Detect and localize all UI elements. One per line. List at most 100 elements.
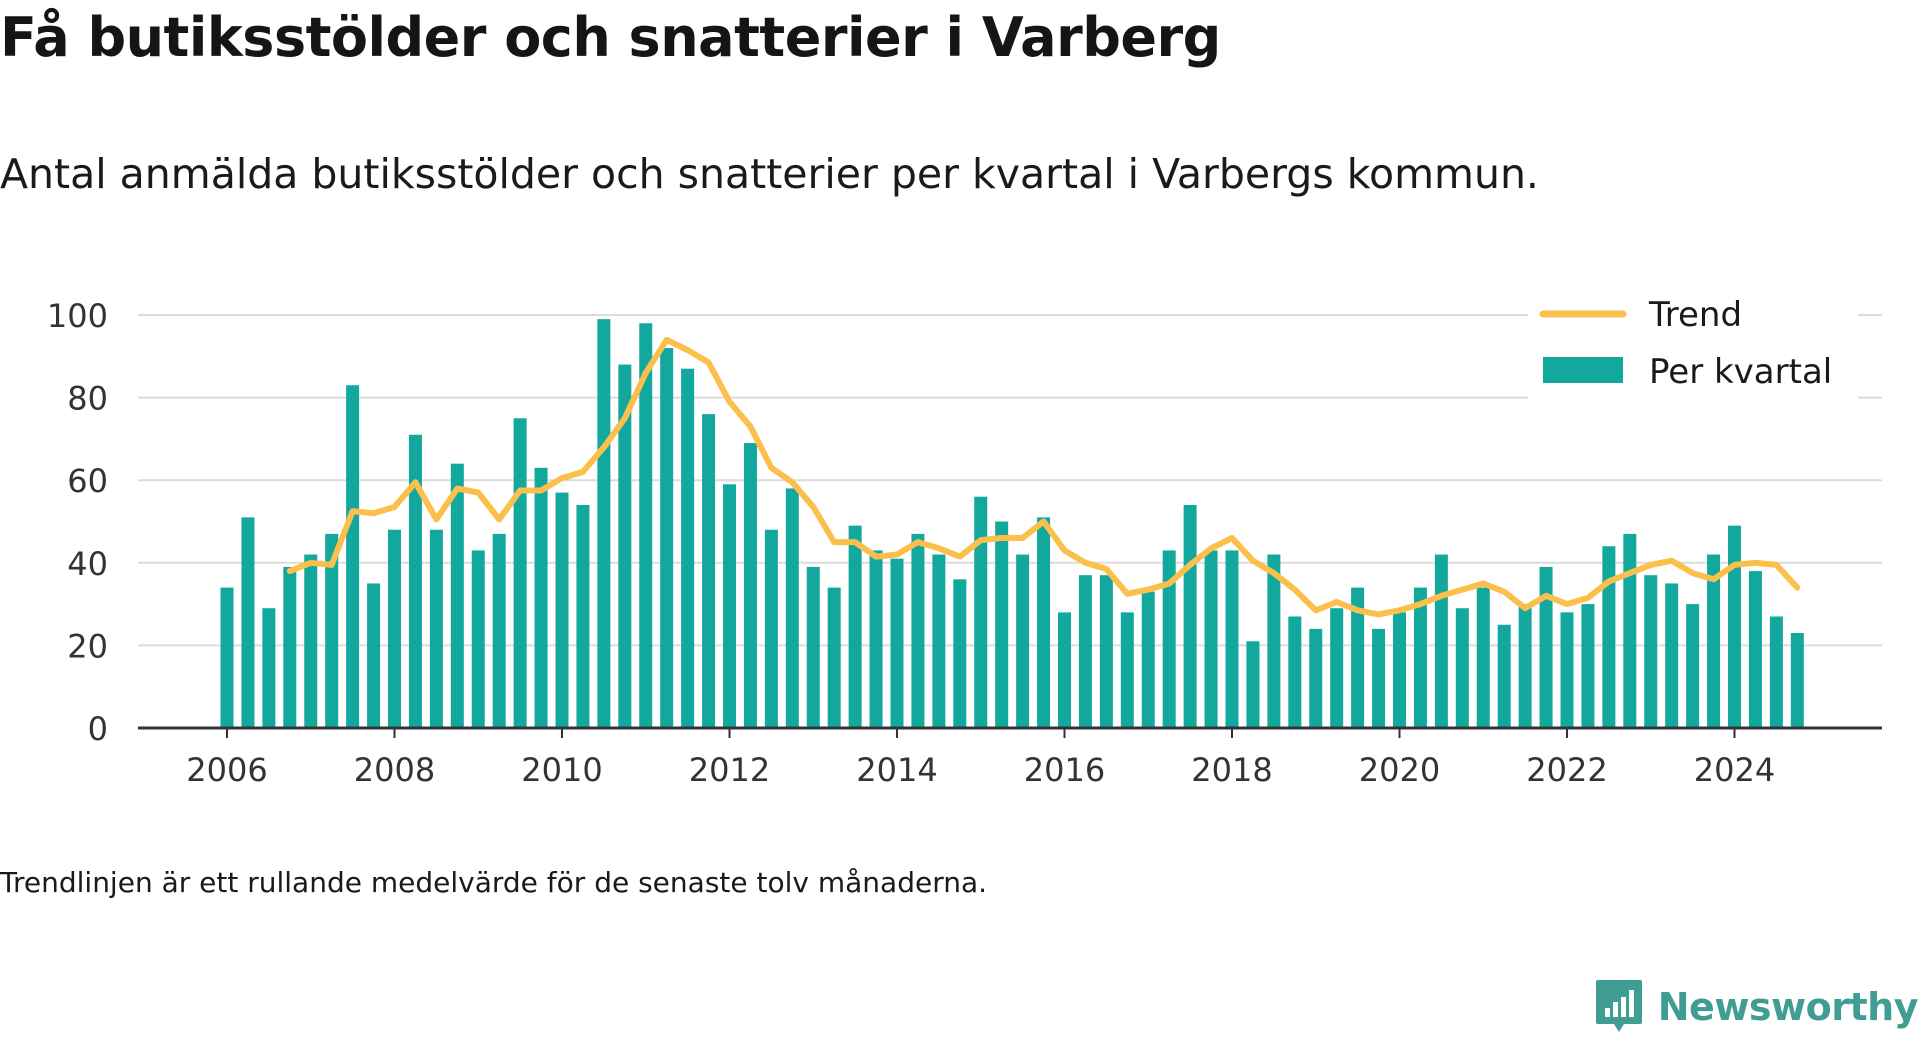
axes: 0 20 40 60 80 100 2006 2008 2010 2012 2014 2016 2018…	[47, 297, 1882, 789]
bar	[1748, 571, 1762, 728]
bar	[1351, 587, 1365, 728]
bar	[1581, 604, 1595, 728]
bar	[429, 529, 443, 728]
bar	[1204, 550, 1218, 728]
x-tick-label: 2024	[1694, 751, 1775, 789]
legend: Trend Per kvartal	[1528, 290, 1858, 402]
bar	[785, 488, 799, 728]
bar	[1099, 575, 1113, 728]
bar	[555, 492, 569, 728]
bar	[513, 418, 527, 728]
bar	[953, 579, 967, 728]
brand-name: Newsworthy	[1657, 985, 1919, 1029]
bar	[262, 608, 276, 728]
bar	[325, 533, 339, 728]
legend-bar-swatch	[1543, 357, 1623, 383]
bar	[639, 323, 653, 728]
chart-subtitle: Antal anmälda butiksstölder och snatteri…	[0, 150, 1539, 198]
bar	[367, 583, 381, 728]
bar	[1309, 628, 1323, 728]
bar	[723, 484, 736, 728]
bar	[1790, 633, 1804, 728]
x-tick-label: 2014	[856, 751, 937, 789]
bar	[1707, 554, 1721, 728]
bar	[1497, 624, 1511, 728]
bar	[450, 463, 464, 728]
bar	[1162, 550, 1176, 728]
bar	[1665, 583, 1679, 728]
bar	[932, 554, 946, 728]
legend-background	[1528, 290, 1858, 402]
bar	[806, 566, 820, 728]
bar	[1267, 554, 1281, 728]
bar	[764, 529, 778, 728]
bar	[241, 517, 255, 728]
bar	[1393, 612, 1406, 728]
bar	[597, 319, 611, 728]
bar	[1330, 608, 1344, 728]
bar	[1120, 612, 1134, 728]
bar	[1644, 575, 1658, 728]
bar	[1183, 504, 1197, 728]
bar	[492, 533, 506, 728]
y-tick-label: 0	[88, 710, 108, 748]
bars	[220, 319, 1804, 728]
bar	[618, 364, 632, 728]
bar	[1413, 587, 1427, 728]
bar	[660, 348, 674, 728]
bar	[974, 496, 988, 728]
bar	[304, 554, 318, 728]
bar	[743, 443, 757, 728]
bar	[1141, 591, 1155, 728]
bar	[283, 566, 297, 728]
newsworthy-logo-icon	[1595, 980, 1642, 1032]
y-tick-label: 40	[67, 545, 108, 583]
bar	[1560, 612, 1574, 728]
trend-line-layer	[286, 336, 1801, 618]
bar	[1623, 533, 1637, 728]
bar	[1434, 554, 1448, 728]
quarterly-thefts-chart: 0 20 40 60 80 100 2006 2008 2010 2012 2014 2016 2018…	[46, 290, 1882, 789]
bar	[681, 368, 695, 728]
bar	[1769, 616, 1783, 728]
x-tick-label: 2006	[186, 751, 267, 789]
bar	[869, 550, 883, 728]
y-tick-label: 80	[67, 380, 108, 418]
y-tick-label: 20	[67, 627, 108, 665]
bar	[576, 504, 590, 728]
bar	[1602, 546, 1616, 728]
bar	[1058, 612, 1071, 728]
bar	[1728, 525, 1741, 728]
bar	[848, 525, 862, 728]
bar	[388, 529, 401, 728]
bar	[1518, 604, 1532, 728]
bar	[346, 385, 360, 728]
bar	[408, 434, 422, 728]
x-tick-label: 2016	[1024, 751, 1105, 789]
bar	[1225, 550, 1239, 728]
bar	[827, 587, 841, 728]
bar	[1686, 604, 1700, 728]
chart-title: Få butiksstölder och snatterier i Varber…	[0, 6, 1221, 69]
bar	[995, 521, 1009, 728]
bar	[911, 533, 925, 728]
legend-bar-label: Per kvartal	[1649, 352, 1832, 392]
bar	[534, 467, 548, 728]
x-tick-label: 2018	[1191, 751, 1272, 789]
bar	[1016, 554, 1030, 728]
bar	[1246, 641, 1260, 728]
y-tick-label: 60	[67, 462, 108, 500]
x-tick-label: 2012	[689, 751, 770, 789]
bar	[890, 558, 904, 728]
x-tick-label: 2020	[1359, 751, 1440, 789]
x-tick-label: 2008	[354, 751, 435, 789]
bar	[471, 550, 485, 728]
bar	[1037, 517, 1051, 728]
y-tick-label: 100	[47, 297, 108, 335]
bar	[1476, 587, 1490, 728]
x-tick-label: 2022	[1526, 751, 1607, 789]
legend-trend-label: Trend	[1648, 295, 1742, 335]
x-tick-label: 2010	[521, 751, 602, 789]
footnote: Trendlinjen är ett rullande medelvärde f…	[0, 866, 988, 899]
bar	[1288, 616, 1302, 728]
